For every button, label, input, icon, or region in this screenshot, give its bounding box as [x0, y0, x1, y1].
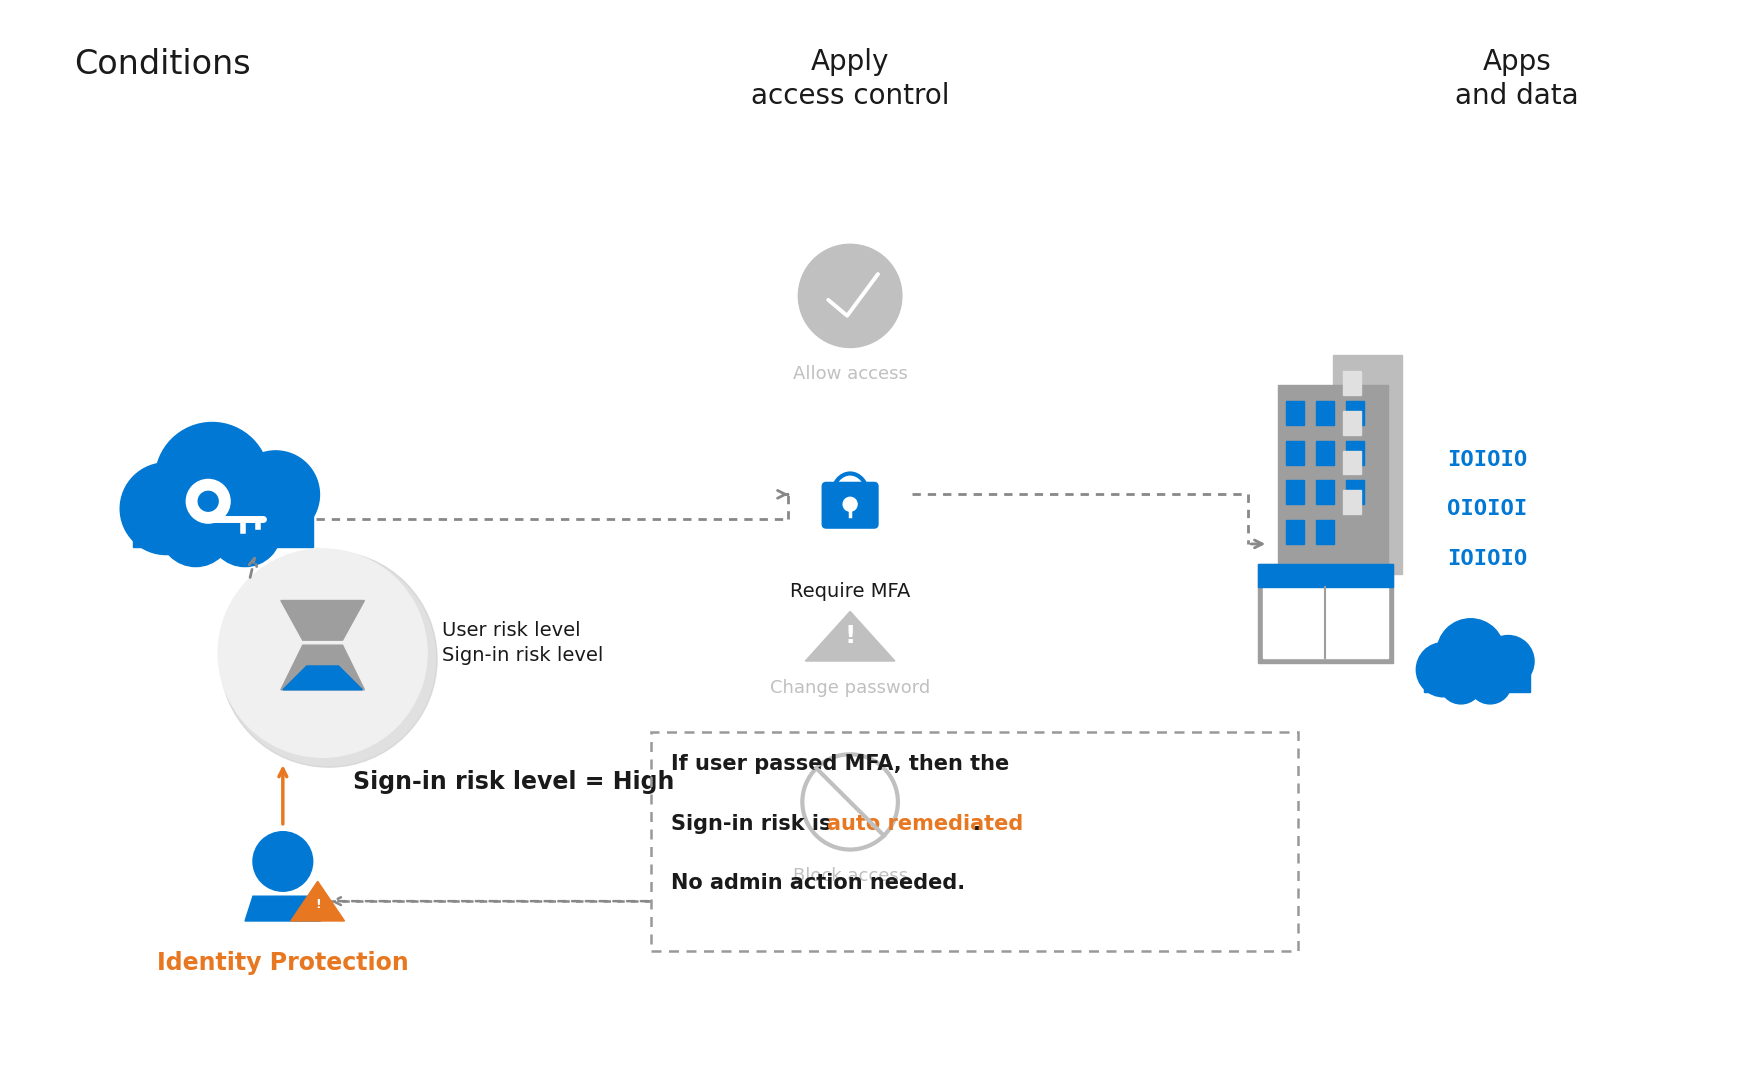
- Text: !: !: [844, 624, 855, 649]
- Bar: [1316, 401, 1333, 425]
- Text: OIOIOI: OIOIOI: [1447, 499, 1528, 519]
- Polygon shape: [291, 882, 345, 921]
- Bar: [1277, 386, 1388, 574]
- Text: .: .: [974, 814, 981, 833]
- Circle shape: [1468, 662, 1512, 703]
- Bar: [1342, 372, 1361, 395]
- Bar: [1342, 451, 1361, 475]
- Circle shape: [156, 422, 270, 536]
- Polygon shape: [806, 611, 895, 661]
- Circle shape: [121, 463, 212, 554]
- Text: Block access: Block access: [792, 868, 908, 885]
- Circle shape: [221, 551, 436, 767]
- Bar: [1424, 674, 1529, 693]
- Bar: [1286, 401, 1303, 425]
- Circle shape: [198, 492, 219, 511]
- Circle shape: [1440, 662, 1482, 703]
- Circle shape: [159, 494, 231, 567]
- Circle shape: [1482, 636, 1535, 687]
- Bar: [1342, 411, 1361, 435]
- FancyBboxPatch shape: [822, 482, 878, 528]
- Text: Allow access: Allow access: [792, 365, 908, 383]
- Circle shape: [231, 451, 319, 538]
- Circle shape: [1416, 642, 1470, 697]
- Bar: [1342, 491, 1361, 514]
- Polygon shape: [280, 645, 364, 690]
- Bar: [1286, 520, 1303, 543]
- Text: IOIOIO: IOIOIO: [1447, 450, 1528, 469]
- Bar: [1333, 355, 1403, 574]
- Bar: [1263, 586, 1388, 658]
- Circle shape: [799, 244, 902, 348]
- Polygon shape: [245, 896, 321, 921]
- Bar: [1316, 440, 1333, 465]
- Polygon shape: [282, 666, 363, 690]
- Text: If user passed MFA, then the: If user passed MFA, then the: [671, 754, 1009, 774]
- Text: IOIOIO: IOIOIO: [1447, 549, 1528, 569]
- Circle shape: [843, 497, 857, 511]
- Text: Conditions: Conditions: [74, 48, 251, 81]
- Text: Apps
and data: Apps and data: [1456, 48, 1579, 111]
- Circle shape: [208, 494, 280, 567]
- Bar: [1286, 480, 1303, 505]
- Bar: [133, 517, 314, 547]
- Text: Require MFA: Require MFA: [790, 582, 911, 600]
- Bar: [1346, 480, 1363, 505]
- Text: User risk level
Sign-in risk level: User risk level Sign-in risk level: [442, 621, 603, 665]
- Text: Sign-in risk is: Sign-in risk is: [671, 814, 839, 833]
- Text: Sign-in risk level = High: Sign-in risk level = High: [352, 770, 675, 794]
- Text: Change password: Change password: [769, 679, 930, 697]
- Text: Identity Protection: Identity Protection: [158, 950, 408, 975]
- Bar: [1258, 564, 1393, 663]
- Text: !: !: [315, 898, 321, 911]
- Circle shape: [219, 549, 427, 757]
- Text: Apply
access control: Apply access control: [752, 48, 950, 111]
- Circle shape: [186, 479, 230, 523]
- Polygon shape: [280, 600, 364, 640]
- Bar: [1316, 520, 1333, 543]
- Text: No admin action needed.: No admin action needed.: [671, 873, 965, 894]
- Bar: [1286, 440, 1303, 465]
- Bar: [1316, 480, 1333, 505]
- Circle shape: [252, 831, 312, 891]
- Circle shape: [1437, 619, 1505, 686]
- Bar: [1258, 564, 1393, 586]
- Bar: [1346, 440, 1363, 465]
- Text: auto remediated: auto remediated: [827, 814, 1023, 833]
- Circle shape: [788, 433, 911, 556]
- Bar: [1346, 401, 1363, 425]
